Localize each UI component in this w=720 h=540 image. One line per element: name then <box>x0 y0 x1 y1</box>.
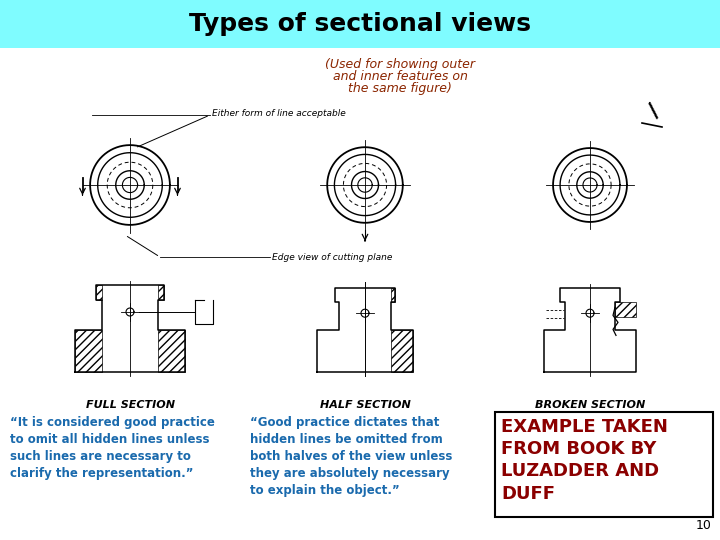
Polygon shape <box>158 330 185 372</box>
Text: BROKEN SECTION: BROKEN SECTION <box>535 400 645 410</box>
Polygon shape <box>391 330 413 372</box>
Polygon shape <box>391 288 395 302</box>
Text: and inner features on: and inner features on <box>333 70 467 83</box>
Text: Types of sectional views: Types of sectional views <box>189 12 531 36</box>
Text: “It is considered good practice
to omit all hidden lines unless
such lines are n: “It is considered good practice to omit … <box>10 416 215 480</box>
Text: (Used for showing outer: (Used for showing outer <box>325 58 475 71</box>
Text: “Good practice dictates that
hidden lines be omitted from
both halves of the vie: “Good practice dictates that hidden line… <box>250 416 452 497</box>
Text: FULL SECTION: FULL SECTION <box>86 400 174 410</box>
Text: EXAMPLE TAKEN
FROM BOOK BY
LUZADDER AND
DUFF: EXAMPLE TAKEN FROM BOOK BY LUZADDER AND … <box>501 418 668 503</box>
Bar <box>0 0 720 48</box>
Text: Edge view of cutting plane: Edge view of cutting plane <box>272 253 392 261</box>
Text: HALF SECTION: HALF SECTION <box>320 400 410 410</box>
Bar <box>495 412 713 517</box>
Text: 10: 10 <box>696 519 712 532</box>
Polygon shape <box>158 285 164 300</box>
Text: /: / <box>645 101 665 121</box>
Polygon shape <box>96 285 102 300</box>
Text: the same figure): the same figure) <box>348 82 452 95</box>
Polygon shape <box>75 330 102 372</box>
Text: Either form of line acceptable: Either form of line acceptable <box>212 109 346 118</box>
Polygon shape <box>615 302 636 318</box>
